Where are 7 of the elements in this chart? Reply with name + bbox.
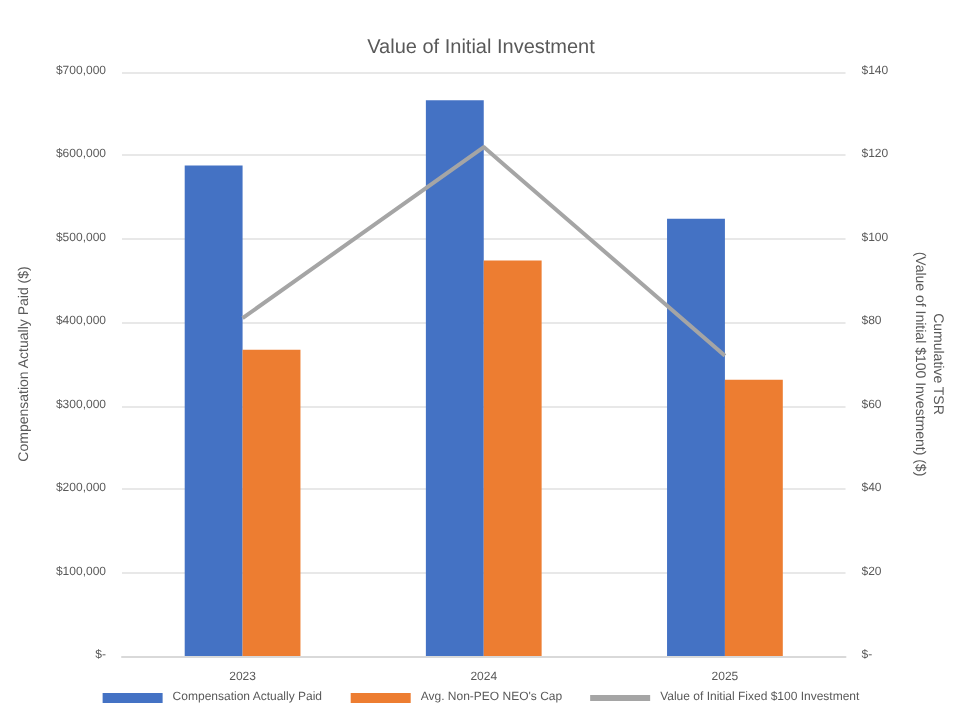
bar bbox=[425, 100, 484, 656]
bar bbox=[724, 379, 783, 656]
bar bbox=[667, 218, 725, 656]
chart-title: Value of Initial Investment bbox=[367, 37, 596, 59]
bar bbox=[184, 165, 243, 656]
bar bbox=[483, 260, 542, 656]
bar bbox=[242, 349, 301, 656]
